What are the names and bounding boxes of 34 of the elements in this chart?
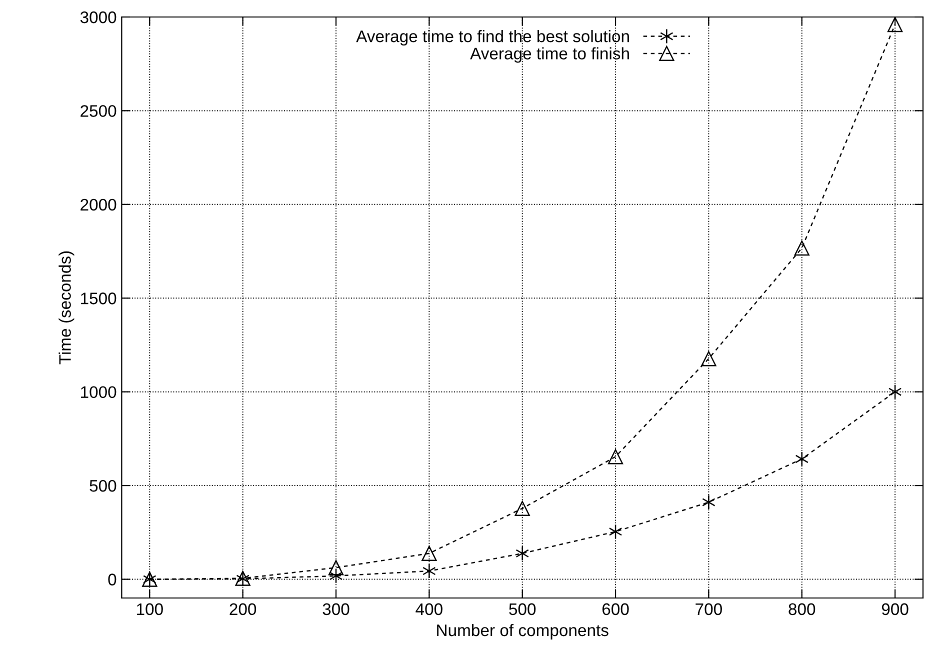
y-tick-label: 500 [90,480,116,492]
point [701,351,716,366]
y-tick-label: 2500 [80,105,116,117]
legend-label: Average time to finish [470,47,629,63]
point [516,546,529,561]
x-tick-label: 800 [788,603,816,616]
y-tick-label: 3000 [80,11,116,24]
point [608,449,624,464]
point [422,546,437,561]
x-tick-label: 900 [882,603,908,616]
y-tick-label: 2000 [80,198,116,211]
x-tick-label: 500 [509,603,536,616]
point [887,17,903,32]
legend-label: Average time to find the best solution [356,30,629,46]
x-tick-label: 100 [137,603,163,616]
y-axis-title: Time (seconds) [58,251,74,364]
x-tick-label: 200 [230,603,256,616]
x-tick-label: 300 [322,603,350,616]
point [702,494,716,510]
x-tick-label: 700 [696,603,722,616]
x-tick-label: 600 [602,603,629,616]
y-tick-label: 1500 [81,292,116,304]
point [329,568,343,584]
point [888,384,902,400]
x-axis-title: Number of components [437,624,608,640]
point [328,560,344,576]
point [422,563,436,579]
point [514,500,530,516]
point [795,451,809,467]
y-tick-label: 1000 [81,386,116,398]
x-tick-label: 400 [416,603,442,616]
point [608,524,622,540]
y-tick-label: 0 [108,574,116,586]
point [794,240,810,256]
